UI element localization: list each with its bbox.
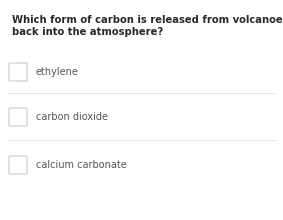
- FancyBboxPatch shape: [9, 108, 27, 126]
- Text: Which form of carbon is released from volcanoes: Which form of carbon is released from vo…: [12, 15, 283, 25]
- Text: carbon dioxide: carbon dioxide: [36, 112, 108, 122]
- FancyBboxPatch shape: [9, 63, 27, 81]
- Text: ethylene: ethylene: [36, 67, 79, 77]
- Text: calcium carbonate: calcium carbonate: [36, 160, 127, 170]
- Text: back into the atmosphere?: back into the atmosphere?: [12, 27, 163, 37]
- FancyBboxPatch shape: [9, 156, 27, 174]
